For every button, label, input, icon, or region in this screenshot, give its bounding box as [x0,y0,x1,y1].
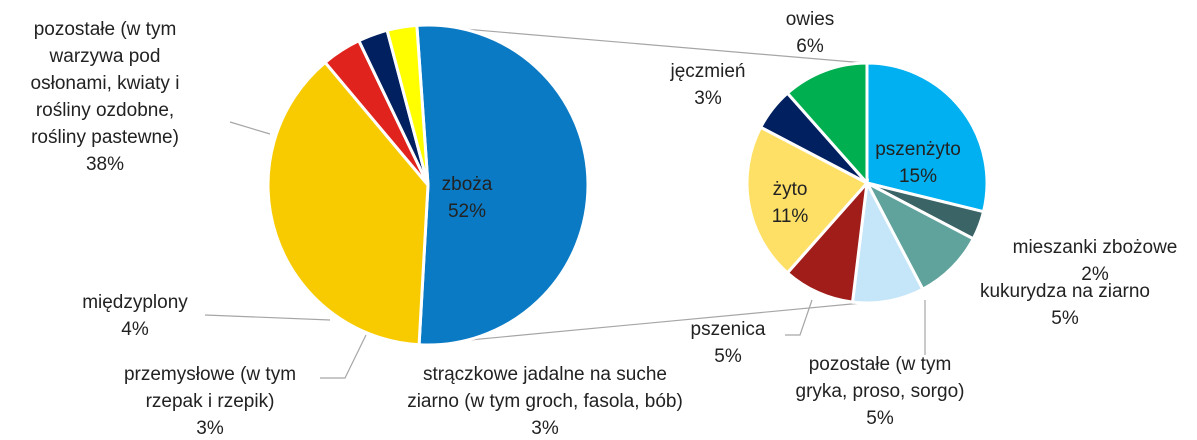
value-label: 2% [1081,264,1109,285]
pie-slice [385,23,430,186]
value-label: 38% [86,154,124,175]
slice-label: rośliny pastewne) [31,127,179,148]
pie-slice [785,61,869,187]
slice-label: owies [786,9,835,30]
value-label: 15% [899,166,937,187]
slice-label: pszenżyto [875,139,961,160]
slice-label: pozostałe (w tym [809,354,952,375]
value-label: 3% [196,418,224,439]
slice-label: mieszanki zbożowe [1013,237,1178,258]
value-label: 3% [694,88,722,109]
value-label: 6% [796,36,824,57]
slice-label: pszenica [691,319,766,340]
slice-label: gryka, proso, sorgo) [796,381,965,402]
slice-label: żyto [773,179,808,200]
leader-line [204,314,331,321]
pie-slice [266,60,430,347]
value-label: 11% [772,206,809,227]
slice-label: rośliny ozdobne, [36,100,174,121]
slice-label: międzyplony [82,292,188,313]
slice-label: rzepak i rzepik) [146,391,275,412]
value-label: 52% [448,201,486,222]
pie-slice [745,125,870,275]
value-label: 5% [1051,308,1079,329]
slice-label: warzywa pod [49,46,161,67]
slice-label: pozostałe (w tym [34,19,177,40]
value-label: 4% [121,319,149,340]
connector [416,24,866,64]
slice-label: przemysłowe (w tym [124,364,296,385]
leader-line [785,299,813,336]
slice-label: strączkowe jadalne na suche [423,364,667,385]
pie-slice [865,61,989,214]
value-label: 3% [531,418,559,439]
value-label: 5% [866,408,894,429]
connector [416,302,863,346]
slice-label: osłonami, kwiaty i [31,73,180,94]
slice-label: zboża [442,174,493,195]
value-label: 5% [714,346,742,367]
leader-line [229,121,271,135]
slice-label: ziarno (w tym groch, fasola, bób) [407,391,683,412]
leader-line [320,334,367,379]
slice-label: jęczmień [670,61,746,82]
slice-label: kukurydza na ziarno [980,281,1150,302]
pie-slice [415,23,590,347]
